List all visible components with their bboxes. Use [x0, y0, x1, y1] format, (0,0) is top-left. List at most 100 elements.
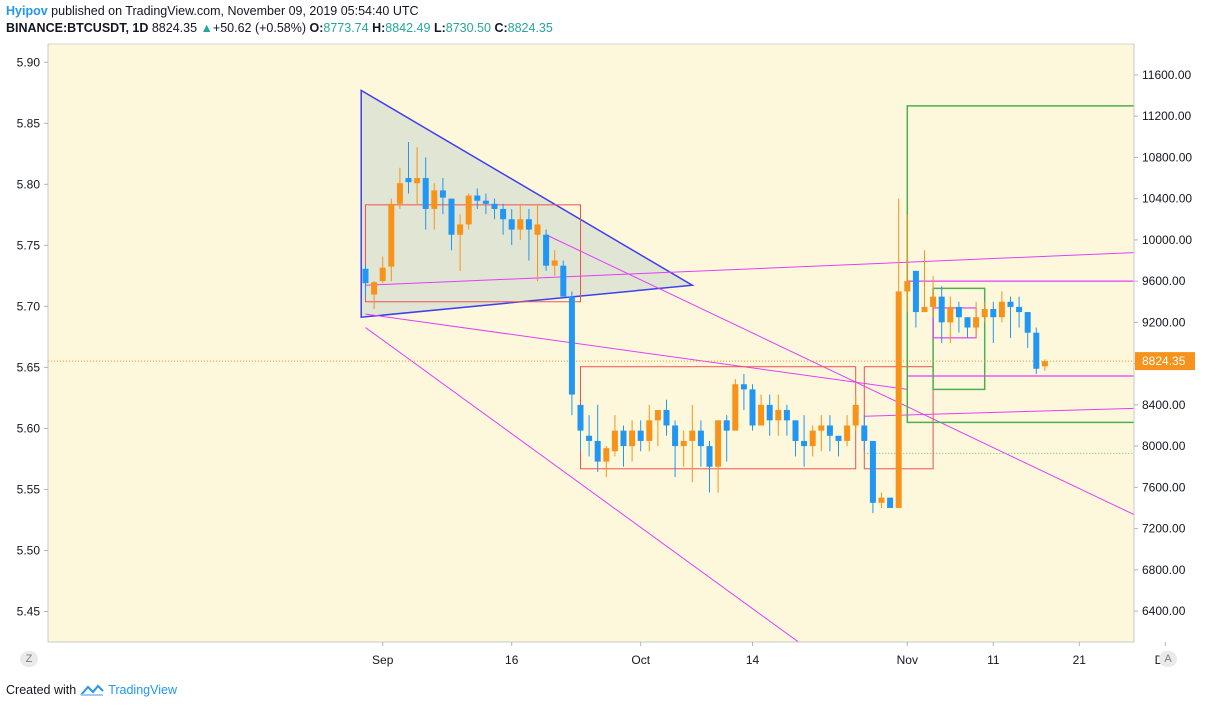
high-value: 8842.49	[385, 21, 431, 35]
up-arrow-icon: ▲	[200, 21, 213, 35]
candle-body	[938, 296, 945, 323]
right-axis-label: 8400.00	[1142, 398, 1186, 412]
right-axis-label: 7200.00	[1142, 522, 1186, 536]
lower-channel-trendline	[365, 327, 800, 642]
candle-body	[766, 404, 773, 421]
right-axis-label: 9200.00	[1142, 315, 1186, 329]
time-axis-label: 14	[746, 653, 760, 667]
left-axis-label: 5.80	[17, 177, 41, 191]
candle-body	[835, 435, 842, 441]
candle-body	[852, 404, 859, 426]
candle-body	[362, 268, 369, 284]
candle-body	[990, 308, 997, 318]
candle-body	[869, 440, 876, 503]
tradingview-logo-icon	[80, 684, 104, 696]
candle-body	[895, 291, 902, 508]
left-axis-label: 5.45	[17, 604, 41, 618]
candle-body	[586, 435, 593, 441]
left-price-axis[interactable]: 5.90 5.85 5.80 5.75 5.70 5.65 5.60 5.55 5.50 5.45	[17, 55, 48, 618]
publish-header: Hyipov published on TradingView.com, Nov…	[6, 4, 419, 18]
candle-body	[491, 203, 498, 209]
candle-body	[904, 281, 911, 292]
candle-body	[809, 430, 816, 447]
candle-body	[706, 446, 713, 467]
candle-body	[543, 234, 550, 266]
candle-body	[732, 384, 739, 431]
candle-body	[646, 420, 653, 441]
left-axis-label: 5.65	[17, 360, 41, 374]
symbol-legend: BINANCE:BTCUSDT, 1D 8824.35 ▲+50.62 (+0.…	[6, 21, 553, 35]
left-axis-label: 5.75	[17, 238, 41, 252]
last-price-tag: 8824.35	[1135, 352, 1195, 371]
candle-body	[723, 420, 730, 431]
candle-body	[560, 265, 567, 297]
price-change: +50.62 (+0.58%)	[212, 21, 307, 35]
candle-body	[672, 425, 679, 447]
candle-body	[947, 306, 954, 323]
candle-body	[474, 195, 481, 201]
close-value: 8824.35	[507, 21, 553, 35]
chart-pane-background[interactable]	[47, 43, 1135, 643]
candle-body	[680, 440, 687, 447]
candle-body	[448, 198, 455, 235]
symbol-name[interactable]: BINANCE:BTCUSDT, 1D	[6, 21, 149, 35]
candle-body	[431, 190, 438, 209]
candle-body	[534, 224, 541, 235]
candle-body	[439, 190, 446, 198]
candle-body	[818, 425, 825, 431]
candle-body	[637, 430, 644, 441]
candle-body	[405, 178, 412, 183]
candle-body	[379, 267, 386, 282]
right-axis-label: 10400.00	[1142, 192, 1192, 206]
candle-body	[396, 183, 403, 204]
candle-body	[964, 317, 971, 328]
candle-body	[551, 260, 558, 266]
time-axis-label: 11	[987, 653, 1000, 667]
steep-descending-trendline	[545, 234, 1134, 516]
right-axis-label: 10000.00	[1142, 233, 1192, 247]
horizontal-support-trendline	[864, 407, 1134, 417]
descending-support-trendline	[365, 313, 908, 390]
right-axis-label: 9600.00	[1142, 274, 1186, 288]
candle-body	[930, 296, 937, 307]
auto-scale-button[interactable]: A	[1159, 651, 1177, 667]
author-name[interactable]: Hyipov	[6, 4, 48, 18]
left-axis-label: 5.50	[17, 543, 41, 557]
right-axis-label: 11200.00	[1142, 109, 1191, 123]
low-label: L:	[433, 21, 446, 35]
low-value: 8730.50	[445, 21, 491, 35]
candle-body	[500, 208, 507, 220]
candle-body	[457, 224, 464, 235]
last-price-badge-text: 8824.35	[1142, 354, 1186, 368]
tradingview-brand[interactable]: TradingView	[108, 683, 177, 697]
candle-body	[749, 389, 756, 426]
zoom-button[interactable]: Z	[20, 651, 38, 667]
right-axis-label: 11600.00	[1142, 68, 1191, 82]
open-value: 8773.74	[323, 21, 369, 35]
left-axis-label: 5.85	[17, 116, 41, 130]
left-axis-label: 5.70	[17, 299, 41, 313]
high-label: H:	[372, 21, 386, 35]
footer-branding: Created with TradingView	[6, 683, 177, 697]
candle-body	[955, 306, 962, 318]
candle-body	[878, 497, 885, 503]
right-price-axis[interactable]: 11600.00 11200.00 10800.00 10400.00 10000.00…	[1134, 68, 1192, 618]
candle-body	[998, 301, 1005, 318]
candle-body	[422, 178, 429, 209]
candle-body	[861, 425, 868, 441]
right-axis-label: 8000.00	[1142, 439, 1186, 453]
time-axis-label: Nov	[897, 653, 918, 667]
candle-body	[663, 410, 670, 426]
candle-body	[792, 420, 799, 441]
time-axis-label: Oct	[631, 653, 650, 667]
right-axis-label: 6800.00	[1142, 563, 1186, 577]
time-axis[interactable]: Sep16Oct14Nov1121Dec16202	[372, 642, 1207, 667]
consolidation-box-top	[365, 204, 581, 303]
candle-body	[912, 270, 919, 313]
left-axis-label: 5.55	[17, 482, 41, 496]
candle-body	[517, 219, 524, 230]
candle-body	[981, 308, 988, 318]
candle-body	[1033, 332, 1040, 369]
inner-target-zone	[932, 287, 986, 391]
